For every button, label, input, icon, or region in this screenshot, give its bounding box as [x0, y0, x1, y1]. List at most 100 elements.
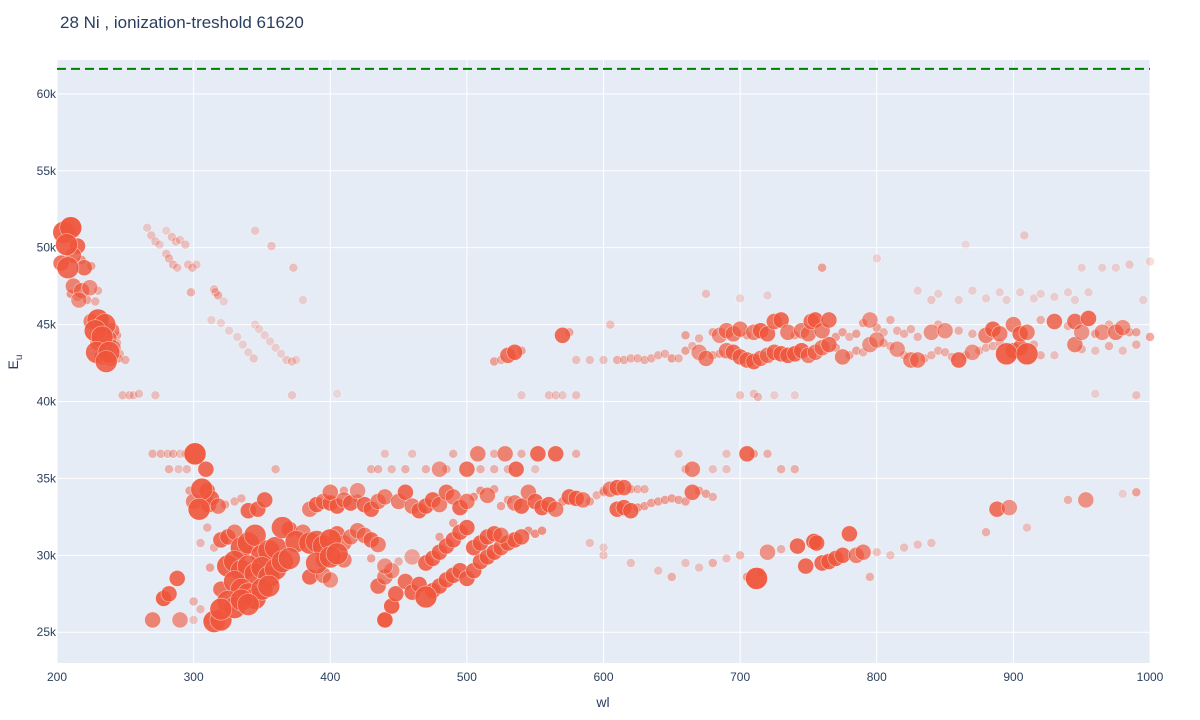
data-point [991, 325, 1009, 343]
data-point [735, 390, 745, 401]
data-point [888, 340, 906, 358]
data-point [479, 486, 496, 504]
data-point [56, 256, 80, 280]
data-point [1018, 323, 1036, 341]
data-point [224, 325, 234, 336]
data-point [238, 339, 248, 350]
data-point [120, 355, 131, 365]
data-point [458, 493, 476, 510]
data-point [168, 570, 186, 587]
data-point [373, 464, 383, 475]
data-point [117, 390, 128, 401]
data-point [697, 350, 715, 367]
data-point [994, 287, 1005, 298]
data-point [680, 330, 691, 341]
data-point [291, 355, 301, 365]
data-point [797, 557, 815, 575]
data-point [550, 390, 561, 401]
data-point [753, 392, 763, 402]
data-point [248, 353, 259, 364]
data-point [380, 448, 390, 459]
data-point [625, 558, 636, 568]
data-point [1083, 287, 1094, 298]
y-tick-label: 30k [37, 548, 57, 562]
data-point [387, 585, 405, 603]
data-point [183, 442, 207, 466]
data-point [1046, 313, 1063, 330]
data-point [237, 593, 260, 616]
x-tick-label: 900 [1003, 670, 1023, 684]
x-axis-ticks: 200 300 400 500 600 700 800 900 1000 [47, 670, 1164, 684]
data-point [1029, 293, 1039, 304]
data-point [1145, 256, 1155, 267]
data-point [625, 353, 636, 364]
y-tick-label: 45k [37, 318, 57, 332]
data-point [909, 351, 927, 369]
data-point [325, 542, 349, 566]
data-point [940, 347, 950, 358]
data-point [759, 543, 776, 561]
data-point [1019, 230, 1030, 241]
data-point [967, 328, 978, 339]
data-point [376, 611, 394, 629]
data-point [834, 348, 851, 366]
data-point [632, 484, 643, 495]
y-tick-label: 55k [37, 164, 57, 178]
data-point [386, 464, 397, 475]
data-point [789, 390, 800, 401]
data-point [349, 482, 366, 500]
data-point [243, 347, 254, 358]
data-point [1049, 350, 1060, 361]
data-point [287, 390, 297, 401]
data-point [190, 477, 214, 501]
data-point [70, 291, 88, 309]
data-point [808, 534, 825, 552]
data-point [475, 464, 486, 475]
data-point [865, 572, 875, 582]
data-point [259, 330, 270, 341]
data-point [164, 464, 174, 475]
data-point [841, 525, 858, 543]
data-point [731, 320, 749, 338]
data-point [458, 519, 476, 536]
data-point [434, 532, 445, 542]
data-point [851, 328, 862, 339]
data-point [960, 239, 971, 250]
data-point [277, 547, 301, 570]
data-point [124, 390, 135, 401]
chart-title: 28 Ni , ionization-treshold 61620 [60, 13, 304, 32]
x-tick-label: 800 [867, 670, 887, 684]
data-point [683, 483, 701, 501]
data-point [933, 288, 944, 299]
data-point [854, 543, 872, 561]
data-point [180, 239, 191, 250]
data-point [820, 311, 838, 329]
data-point [1131, 327, 1142, 338]
data-point [182, 464, 192, 475]
data-point [981, 527, 991, 538]
data-point [172, 262, 182, 273]
data-point [156, 448, 166, 459]
data-point [496, 501, 506, 511]
data-point [254, 324, 265, 335]
data-point [513, 528, 530, 546]
data-point [861, 311, 879, 329]
x-tick-label: 200 [47, 670, 67, 684]
data-point [142, 222, 152, 233]
data-point [1015, 287, 1026, 298]
data-point [393, 556, 404, 567]
data-point [1124, 259, 1135, 270]
y-axis-title: Eu [5, 355, 25, 370]
data-point [745, 567, 768, 590]
data-point [205, 562, 215, 573]
data-point [769, 390, 780, 401]
data-point [209, 284, 219, 295]
data-point [885, 315, 896, 325]
data-point [173, 464, 184, 475]
data-point [707, 558, 718, 568]
x-axis-title: wl [595, 694, 609, 710]
data-point [369, 536, 387, 553]
data-point [557, 390, 568, 401]
data-point [605, 319, 616, 330]
data-point [1145, 332, 1155, 342]
